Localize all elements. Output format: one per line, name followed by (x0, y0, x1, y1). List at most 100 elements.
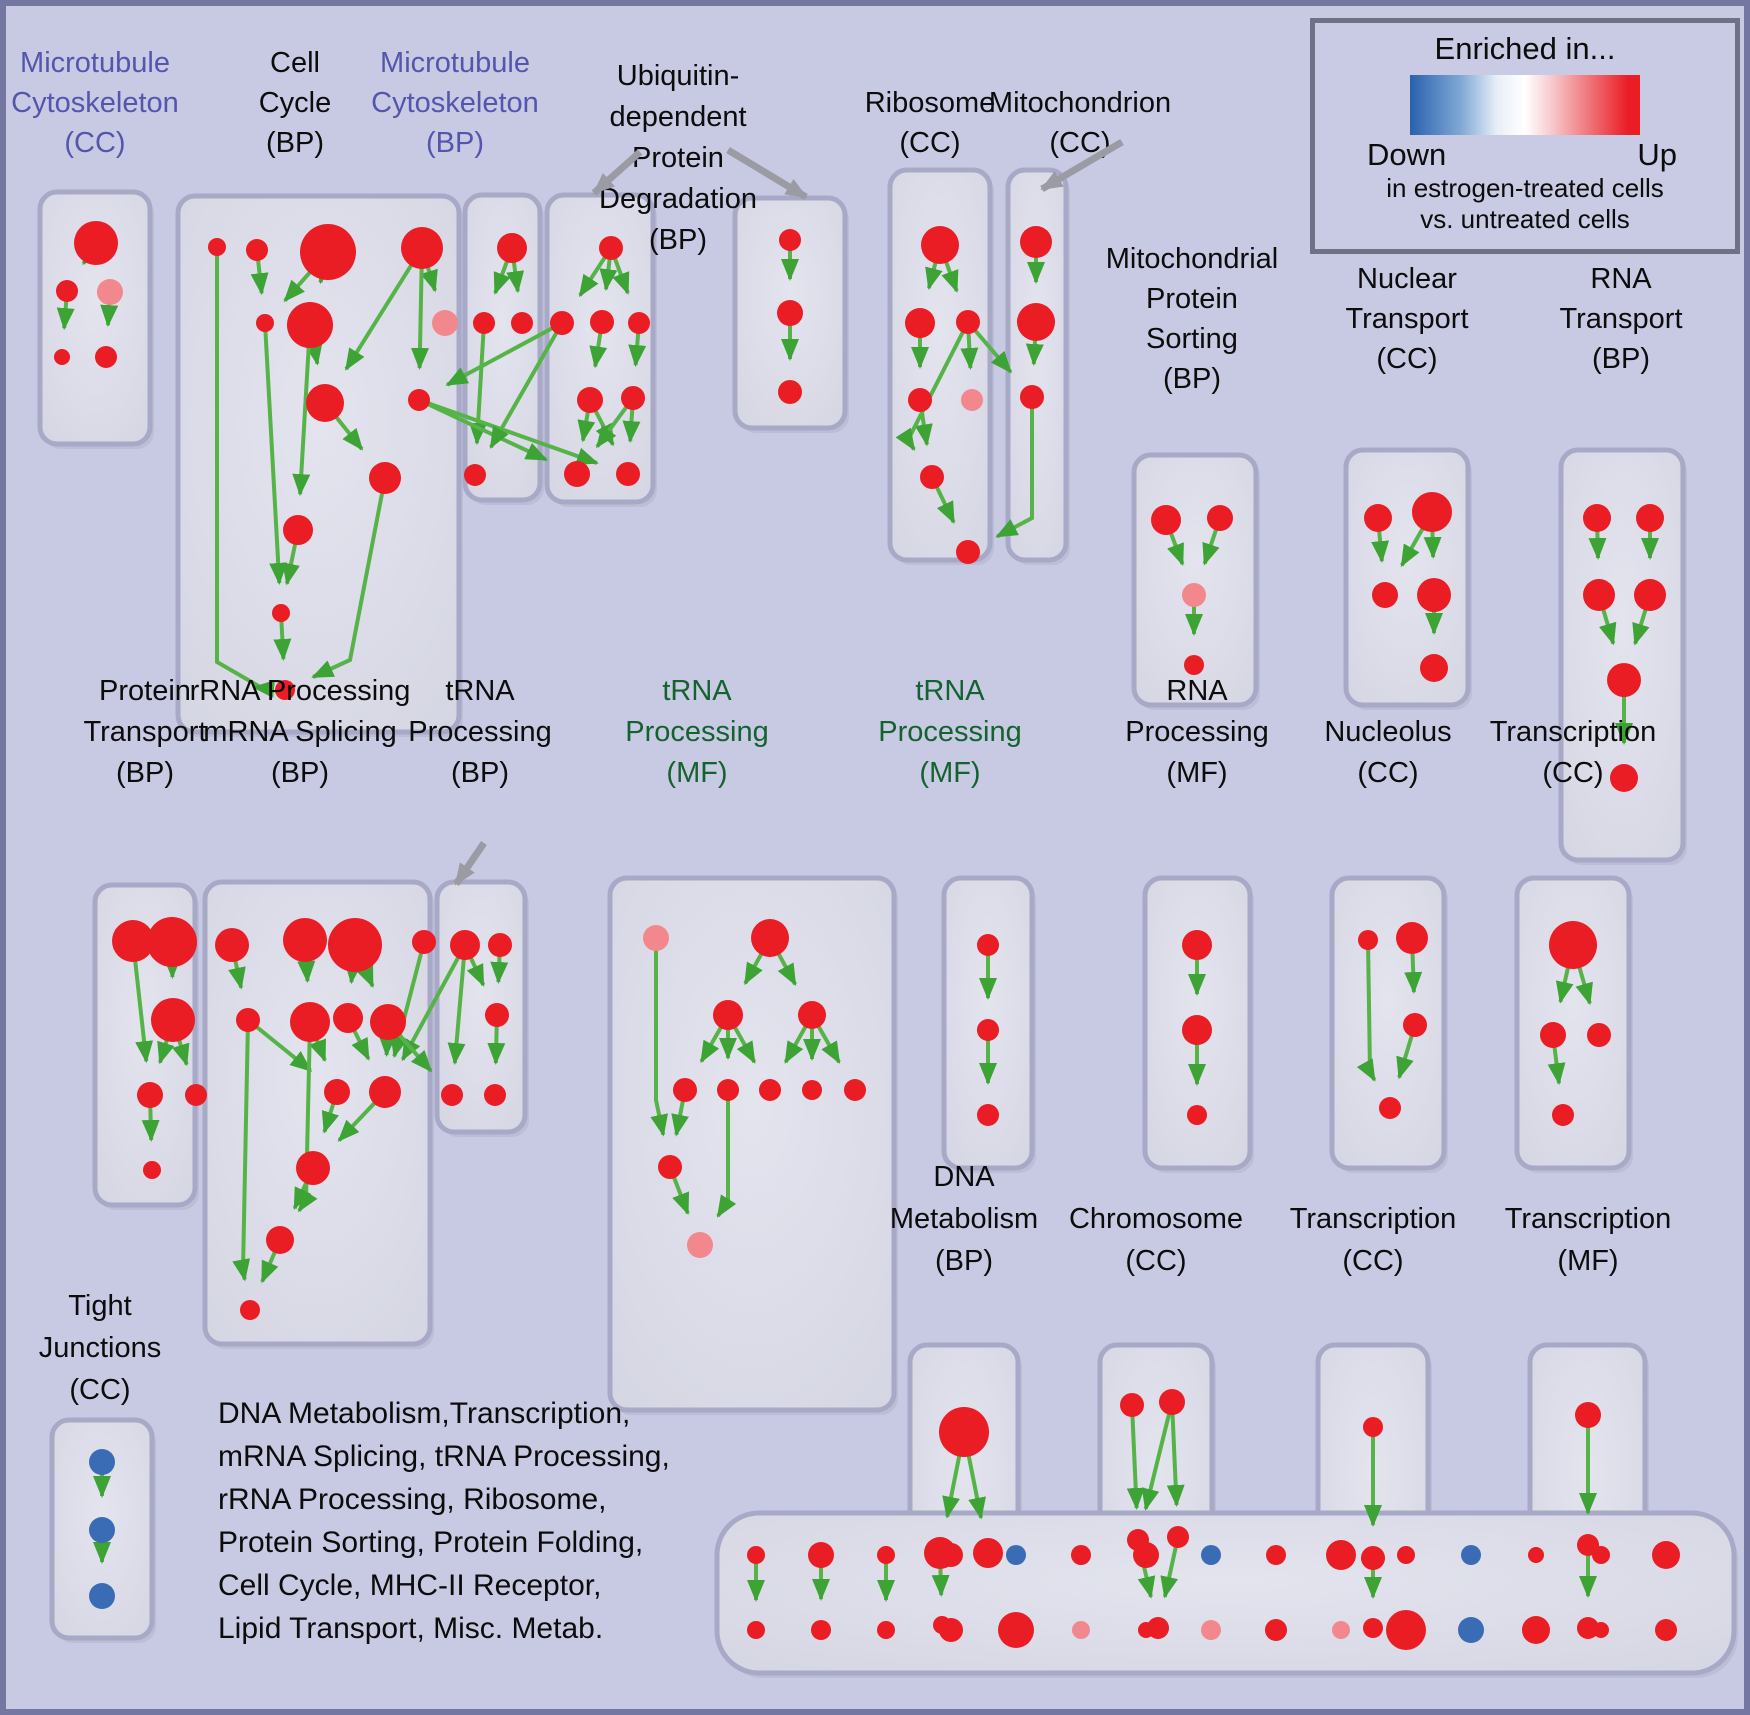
node-misc-strip-t3 (877, 1546, 895, 1564)
node-misc-strip-u3 (877, 1621, 895, 1639)
node-ubiquitin-bp-1-h (616, 462, 640, 486)
cluster-label-18: Chromosome (CC) (1069, 1203, 1243, 1277)
node-trna-mf-big-d (798, 1001, 826, 1029)
cross-edge (400, 944, 467, 1062)
node-rna-transport-b (1636, 504, 1664, 532)
cluster-label-4: Ribosome (CC) (865, 87, 996, 159)
node-protein-transport-a (112, 920, 154, 962)
node-trna-mf-big-j (658, 1155, 682, 1179)
cluster-label-8: RNA Transport (BP) (1559, 263, 1682, 375)
cluster-label-17: DNA Metabolism (BP) (890, 1161, 1038, 1277)
cluster-label-13: tRNA Processing (MF) (878, 675, 1021, 789)
legend-down-label: Down (1367, 137, 1447, 172)
edge-trna-mf-big (650, 938, 668, 1137)
node-protein-transport-e (185, 1084, 207, 1106)
node-misc-strip-u11 (1386, 1610, 1426, 1650)
node-dna-metabolism-a (939, 1407, 989, 1457)
node-mito-sorting-b (1207, 505, 1233, 531)
node-rna-transport-a (1583, 504, 1611, 532)
node-rrna-mrna-d (412, 930, 436, 954)
cluster-label-21: Tight Junctions (CC) (39, 1290, 162, 1406)
node-misc-strip-t6 (1071, 1545, 1091, 1565)
node-misc-strip-u13 (1522, 1616, 1550, 1644)
node-misc-strip-t4 (939, 1543, 963, 1567)
node-mito-sorting-d (1184, 655, 1204, 675)
node-misc-strip-u12 (1458, 1617, 1484, 1643)
node-nuclear-transport-c (1372, 582, 1398, 608)
node-chromosome-a (1120, 1393, 1144, 1417)
node-misc-strip-t13 (1528, 1547, 1544, 1563)
node-chromosome-b (1159, 1389, 1185, 1415)
node-misc-strip-u5 (998, 1612, 1034, 1648)
node-cell-cycle-g (432, 310, 458, 336)
node-trna-mf-big-k (687, 1232, 713, 1258)
node-microtubule-cc-a (74, 221, 118, 265)
node-ubiquitin-bp-1-a (599, 236, 623, 260)
node-misc-strip-u15 (1655, 1619, 1677, 1641)
node-misc-strip-u6 (1072, 1621, 1090, 1639)
node-mito-sorting-a (1151, 505, 1181, 535)
cluster-label-1: Cell Cycle (BP) (259, 47, 332, 159)
node-nucleolus-d (1379, 1097, 1401, 1119)
node-ribosome-cc-g (956, 540, 980, 564)
node-microtubule-cc-b (56, 280, 78, 302)
node-microtubule-cc-d (54, 349, 70, 365)
legend-subtitle-2: vs. untreated cells (1420, 204, 1630, 234)
node-rrna-mrna-m (240, 1300, 260, 1320)
node-nuclear-transport-d (1417, 578, 1451, 612)
node-ubiquitin-bp-2-a (779, 229, 801, 251)
node-mito-sorting-c (1182, 583, 1206, 607)
node-rna-transport-d (1634, 579, 1666, 611)
cluster-box-cell-cycle (175, 193, 462, 735)
node-trna-bp-a (450, 930, 480, 960)
cluster-label-3: Ubiquitin-dependent Protein Degradation (BP… (599, 60, 757, 256)
cluster-label-12: tRNA Processing (MF) (625, 675, 768, 789)
node-trna-mf-big-g (759, 1079, 781, 1101)
cluster-box-rna-transport (1558, 447, 1686, 863)
edge-trna-mf-big (716, 1090, 737, 1218)
node-misc-strip-t5 (1006, 1545, 1026, 1565)
cluster-label-14: RNA Processing (MF) (1125, 675, 1268, 789)
node-misc-strip-t10 (1326, 1540, 1356, 1570)
node-misc-strip-u2 (811, 1620, 831, 1640)
node-misc-strip-t11 (1397, 1546, 1415, 1564)
node-misc-strip-u4 (939, 1618, 963, 1642)
node-misc-strip-t1 (747, 1546, 765, 1564)
node-trna-mf-small-c (977, 1104, 999, 1126)
node-rrna-mrna-f (290, 1002, 330, 1042)
node-ubiquitin-bp-1-g (564, 461, 590, 487)
node-transcription-cc-bottom-a (1363, 1417, 1383, 1437)
node-dna-metabolism-c (973, 1538, 1003, 1568)
cluster-box-nucleolus (1329, 875, 1447, 1171)
node-ubiquitin-bp-1-f (621, 386, 645, 410)
node-nuclear-transport-e (1420, 654, 1448, 682)
node-mitochondrion-cc-a (1020, 226, 1052, 258)
node-nucleolus-b (1396, 922, 1428, 954)
cluster-label-15: Nucleolus (CC) (1324, 716, 1451, 789)
node-ubiquitin-bp-1-c (590, 310, 614, 334)
node-microtubule-bp-b (473, 312, 495, 334)
node-misc-strip-u8 (1201, 1620, 1221, 1640)
node-nucleolus-a (1358, 930, 1378, 950)
node-misc-strip-u14 (1593, 1622, 1609, 1638)
node-ribosome-cc-a (921, 226, 959, 264)
node-microtubule-bp-a (497, 233, 527, 263)
annotation-arrow (726, 147, 808, 200)
node-misc-strip-t12 (1461, 1545, 1481, 1565)
node-ubiquitin-bp-2-b (777, 300, 803, 326)
node-transcription-mf-a (1575, 1402, 1601, 1428)
node-transcription-cc-bottom-c (1363, 1618, 1383, 1638)
node-rrna-mrna-k (296, 1151, 330, 1185)
edge-trna-bp (447, 944, 467, 1066)
node-cell-cycle-l (272, 604, 290, 622)
node-misc-strip-t14 (1592, 1546, 1610, 1564)
cluster-label-0: Microtubule Cytoskeleton (CC) (11, 47, 179, 159)
cluster-label-9: Protein Transport (BP) (83, 675, 206, 789)
node-nuclear-transport-b (1412, 492, 1452, 532)
node-rrna-mrna-l (266, 1226, 294, 1254)
edge-chromosome (1141, 1401, 1174, 1511)
node-ubiquitin-bp-1-b (550, 311, 574, 335)
node-nuclear-transport-a (1364, 504, 1392, 532)
node-rrna-mrna-g (333, 1003, 363, 1033)
